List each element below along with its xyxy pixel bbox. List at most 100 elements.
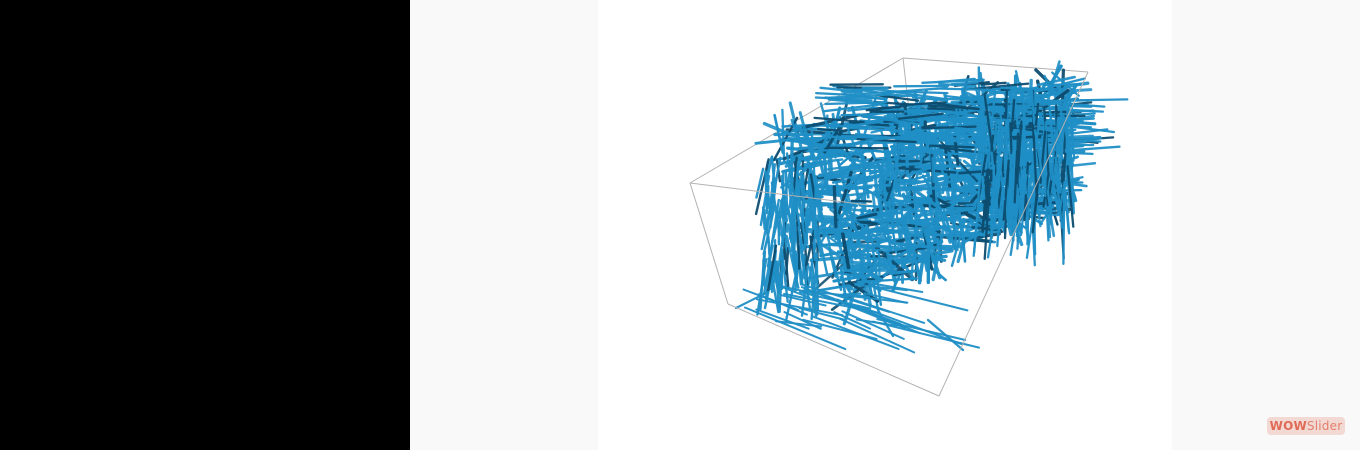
fiber-strand [874, 245, 915, 282]
fiber-strand [983, 116, 989, 162]
fiber-strand [831, 173, 888, 184]
fiber-strand [926, 318, 965, 352]
fiber-strand [757, 293, 808, 316]
fiber-strand [1032, 124, 1038, 201]
fiber-strand [971, 101, 983, 170]
fiber-strand [983, 191, 991, 260]
fiber-strand [1007, 115, 1075, 124]
fiber-strand [854, 283, 909, 292]
wowslider-watermark[interactable]: WOW Slider [1267, 417, 1345, 435]
fiber-strand [995, 136, 1006, 201]
fiber-strand [1054, 156, 1063, 191]
fiber-strand [904, 134, 953, 139]
fiber-strand [1009, 195, 1021, 257]
fiber-strand [790, 118, 800, 140]
fiber-strand [1016, 176, 1024, 250]
fiber-strand [796, 187, 807, 246]
fiber-strand [1053, 158, 1064, 230]
fiber-strand [1066, 165, 1075, 228]
fiber-network-image [689, 57, 1129, 397]
fiber-strand [802, 113, 861, 129]
fiber-strand [827, 115, 842, 128]
fiber-strand [842, 211, 879, 240]
fiber-strand [842, 292, 871, 299]
fiber-strand [1010, 98, 1016, 132]
fiber-strand [1065, 98, 1129, 102]
fiber-strand [856, 166, 895, 170]
fiber-strand [839, 317, 916, 354]
fiber-strand [1034, 102, 1040, 126]
fiber-strand [894, 186, 942, 192]
fiber-strand [1058, 180, 1066, 211]
fiber-strand [803, 206, 812, 250]
fiber-strand [856, 224, 894, 236]
fiber-strand [775, 320, 823, 328]
fiber-strand [849, 148, 909, 155]
fiber-strand [1043, 74, 1066, 116]
fiber-strand [774, 156, 782, 184]
fiber-strand [1064, 190, 1071, 235]
fiber-strand [1006, 173, 1015, 242]
fiber-strand [850, 255, 855, 279]
fiber-strand [831, 124, 896, 129]
fiber-strand [760, 191, 775, 251]
fiber-strand [891, 211, 909, 228]
fiber-strand [754, 158, 770, 216]
fiber-strand [935, 87, 996, 92]
fiber-strand [822, 152, 845, 157]
fiber-strand [878, 178, 882, 195]
fiber-strand [836, 293, 926, 324]
fiber-strand [802, 184, 806, 209]
fiber-strand [792, 234, 797, 271]
fiber-strand [798, 111, 815, 161]
fiber-strand [1004, 90, 1008, 120]
fiber-strand [930, 101, 985, 111]
fiber-strand [814, 174, 821, 197]
fiber-strand [975, 104, 985, 149]
fiber-strand [766, 239, 774, 268]
fiber-strand [755, 167, 765, 199]
fiber-strand [854, 220, 878, 226]
fiber-strand [921, 125, 977, 130]
fiber-strand [819, 86, 863, 94]
fiber-strand [934, 187, 971, 225]
fiber-strand [788, 204, 795, 240]
fiber-strand [770, 155, 776, 190]
fiber-strand [780, 294, 827, 307]
fiber-strand [817, 148, 863, 157]
fiber-strand [744, 306, 847, 351]
fiber-strand [1047, 77, 1087, 89]
fiber-strand [876, 308, 895, 338]
fiber-strand [872, 320, 980, 349]
fiber-strand [756, 298, 844, 317]
fiber-strand [938, 82, 977, 88]
fiber-strand [795, 211, 801, 270]
fiber-strand [989, 89, 997, 137]
fiber-strand [812, 222, 823, 258]
fiber-strand [973, 177, 982, 254]
fiber-strand [802, 318, 878, 340]
fiber-strand [1036, 75, 1076, 87]
fiber-strand [1016, 120, 1023, 185]
fiber-strand [785, 234, 800, 289]
fiber-strand [801, 254, 806, 280]
fiber-strand [824, 93, 892, 100]
fiber-bundle [734, 60, 1129, 354]
fiber-strand [981, 168, 989, 234]
fiber-strand [895, 91, 946, 101]
fiber-strand [784, 246, 790, 275]
fiber-strand [775, 284, 811, 299]
fiber-strand [829, 207, 871, 243]
fiber-strand [851, 88, 878, 92]
fiber-strand [765, 156, 773, 183]
fiber-strand [893, 150, 900, 173]
fiber-strand [766, 184, 770, 210]
fiber-strand [855, 318, 898, 327]
fiber-strand [1011, 160, 1016, 221]
fiber-strand [956, 207, 966, 245]
fiber-strand [924, 250, 931, 269]
fiber-strand [1070, 165, 1075, 215]
fiber-strand [832, 185, 838, 229]
fiber-strand [769, 176, 778, 229]
watermark-wow: WOW [1269, 419, 1307, 433]
